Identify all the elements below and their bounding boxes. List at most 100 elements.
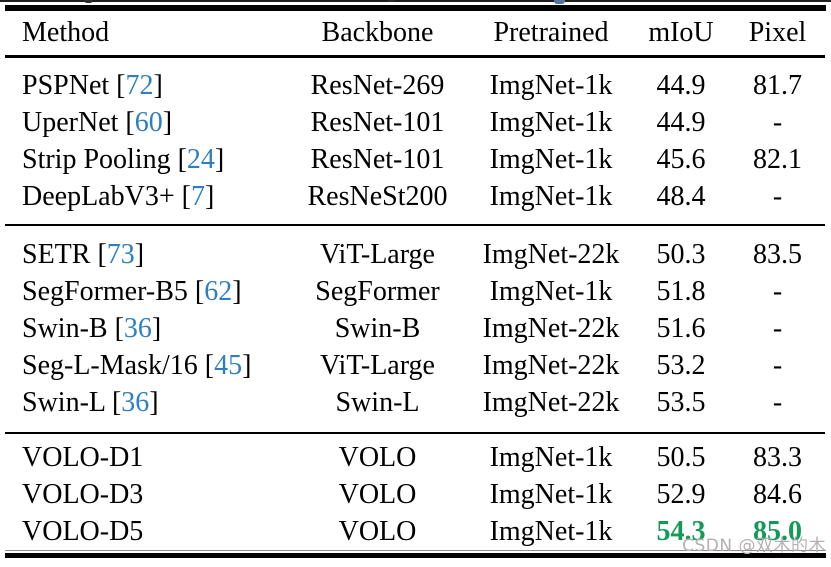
citation-link[interactable]: 60: [134, 106, 163, 138]
citation-link[interactable]: 36: [121, 386, 150, 418]
citation-link[interactable]: 36: [123, 312, 152, 344]
cell-pixel: -: [772, 275, 783, 307]
cell-pixel: 83.5: [730, 224, 825, 273]
table-row: PSPNet [72] ResNet-269 ImgNet-1k 44.9 81.7: [5, 57, 825, 105]
cell-backbone: VOLO: [285, 432, 470, 476]
table-row: Strip Pooling [24] ResNet-101 ImgNet-1k 45.…: [5, 141, 825, 178]
citation-bracket-open: [: [170, 143, 187, 175]
method-name: DeepLabV3+: [22, 180, 175, 212]
cell-miou: 50.3: [632, 224, 730, 273]
column-header-backbone: Backbone: [285, 11, 470, 58]
citation-bracket-open: [: [174, 180, 191, 212]
cell-method: VOLO-D5: [5, 513, 285, 553]
citation-bracket-open: [: [104, 386, 122, 418]
method-name: SegFormer-B5: [22, 275, 188, 307]
cell-backbone: ViT-Large: [285, 224, 470, 273]
cropped-caption-line: [0, 0, 831, 2]
cell-pretrained: ImgNet-22k: [482, 312, 620, 344]
cropped-text-artifact: [388, 0, 395, 2]
table-top-rule: [5, 5, 826, 11]
cell-pretrained: ImgNet-1k: [489, 180, 613, 212]
method-name: Strip Pooling: [22, 143, 171, 175]
citation-bracket-open: [: [187, 275, 205, 307]
column-header-pixel: Pixel: [730, 11, 825, 58]
cell-miou: 53.5: [656, 386, 706, 418]
table-row: Swin-B [36] Swin-B ImgNet-22k 51.6-: [5, 310, 825, 347]
cell-backbone: Swin-B: [334, 312, 421, 344]
citation-link[interactable]: 24: [186, 143, 215, 175]
cell-method: UperNet [60]: [5, 104, 285, 141]
citation-bracket-open: [: [197, 349, 215, 381]
cell-pretrained: ImgNet-22k: [482, 386, 620, 418]
cell-method: VOLO-D1: [5, 432, 285, 476]
cell-pixel: -: [772, 106, 783, 138]
citation-link[interactable]: 72: [125, 69, 154, 101]
cell-pixel: 83.3: [730, 432, 825, 476]
cell-backbone: ResNet-101: [310, 143, 445, 175]
cell-miou: 50.5: [632, 432, 730, 476]
method-name: VOLO-D1: [22, 441, 144, 473]
cell-method: VOLO-D3: [5, 476, 285, 513]
table-row: Seg-L-Mask/16 [45] ViT-Large ImgNet-22k 53.…: [5, 347, 825, 384]
cell-miou: 44.9: [656, 69, 706, 101]
table-group-transformer-methods: SETR [73] ViT-Large ImgNet-22k 50.3 83.5 SegF…: [5, 224, 825, 433]
cell-pretrained: ImgNet-1k: [489, 478, 613, 510]
citation-bracket-open: [: [107, 312, 124, 344]
citation-bracket-open: [: [118, 106, 135, 138]
cell-backbone: ViT-Large: [320, 349, 435, 381]
citation-bracket-close: ]: [134, 238, 145, 270]
cell-miou: 51.8: [656, 275, 706, 307]
citation-bracket-close: ]: [214, 143, 225, 175]
cell-miou: 53.2: [656, 349, 706, 381]
citation-link[interactable]: 7: [190, 180, 205, 212]
cell-pretrained: ImgNet-22k: [482, 349, 620, 381]
cell-pixel: 85.0: [753, 515, 802, 547]
table-row: DeepLabV3+ [7] ResNeSt200 ImgNet-1k 48.4 -: [5, 178, 825, 225]
cell-pretrained: ImgNet-1k: [489, 275, 613, 307]
method-name: UperNet: [22, 106, 119, 138]
citation-link[interactable]: 73: [106, 238, 135, 270]
cell-method: Swin-L [36]: [5, 384, 285, 433]
cell-miou: 48.4: [656, 180, 706, 212]
cell-backbone: VOLO: [338, 478, 417, 510]
cell-pixel: 82.1: [753, 143, 802, 175]
column-header-miou: mIoU: [632, 11, 730, 58]
cell-miou: 54.3: [656, 515, 706, 547]
citation-bracket-close: ]: [153, 69, 163, 101]
citation-link[interactable]: 62: [204, 275, 233, 307]
cell-backbone: ResNet-101: [310, 106, 445, 138]
method-name: Swin-B: [22, 312, 108, 344]
cell-miou: 51.6: [656, 312, 706, 344]
method-name: VOLO-D5: [22, 515, 144, 547]
method-name: PSPNet: [22, 69, 110, 101]
method-name: Seg-L-Mask/16: [22, 349, 198, 381]
header-row: Method Backbone Pretrained mIoU Pixel: [5, 11, 825, 58]
method-name: Swin-L: [22, 386, 105, 418]
citation-bracket-close: ]: [242, 349, 252, 381]
cell-method: DeepLabV3+ [7]: [5, 178, 285, 225]
cell-pretrained: ImgNet-1k: [470, 432, 632, 476]
cell-pretrained: ImgNet-22k: [470, 224, 632, 273]
table-group-volo-methods: VOLO-D1 VOLO ImgNet-1k 50.5 83.3 VOLO-D3 VOLO I…: [5, 432, 825, 553]
citation-bracket-open: [: [109, 69, 126, 101]
citation-bracket-close: ]: [162, 106, 173, 138]
cell-miou: 45.6: [656, 143, 706, 175]
cell-pixel: -: [772, 349, 783, 381]
citation-bracket-close: ]: [204, 180, 215, 212]
table-group-cnn-methods: PSPNet [72] ResNet-269 ImgNet-1k 44.9 81.7 Up…: [5, 57, 825, 226]
method-name: SETR: [22, 238, 91, 270]
cell-method: Seg-L-Mask/16 [45]: [5, 347, 285, 384]
cell-pretrained: ImgNet-1k: [489, 106, 613, 138]
citation-bracket-close: ]: [151, 312, 162, 344]
table-row: UperNet [60] ResNet-101 ImgNet-1k 44.9 -: [5, 104, 825, 141]
table-header: Method Backbone Pretrained mIoU Pixel: [5, 11, 825, 58]
table-row: SegFormer-B5 [62] SegFormer ImgNet-1k 51.8 -: [5, 273, 825, 310]
column-header-method: Method: [5, 11, 285, 58]
cell-pretrained: ImgNet-1k: [489, 69, 613, 101]
cell-pixel: 81.7: [753, 69, 802, 101]
citation-bracket-open: [: [90, 238, 107, 270]
cell-method: Swin-B [36]: [5, 310, 285, 347]
citation-link[interactable]: 45: [214, 349, 243, 381]
table-row: VOLO-D3 VOLO ImgNet-1k 52.9 84.6: [5, 476, 825, 513]
